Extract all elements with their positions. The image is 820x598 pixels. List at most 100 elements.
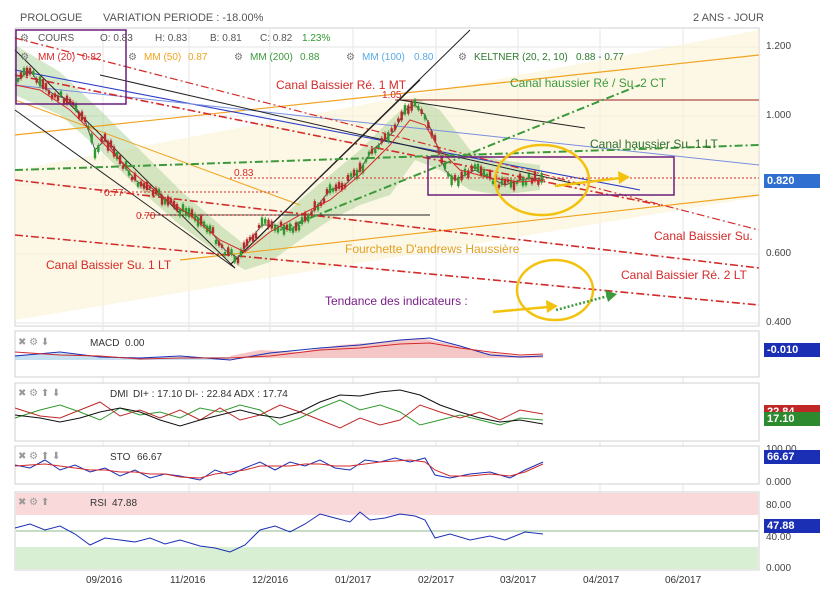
arrow-head-2 <box>546 300 558 313</box>
macd-close-icon[interactable]: ✖ ⚙ ⬇ <box>18 337 50 348</box>
candle-body <box>512 181 516 191</box>
candle-body <box>413 100 417 107</box>
candle-body <box>53 93 57 98</box>
candle-body <box>106 141 110 151</box>
legend-keltner: KELTNER (20, 2, 10) <box>474 52 568 63</box>
period-variation: VARIATION PERIODE : -18.00% <box>103 12 264 24</box>
candle-body <box>410 102 413 111</box>
candle-body <box>285 224 289 230</box>
rsi-controls-icon[interactable]: ✖ ⚙ ⬆ <box>18 497 50 508</box>
candle-body <box>390 128 393 132</box>
sto-tick-100: 100.00 <box>766 444 797 455</box>
mm200-settings-icon[interactable]: ⚙ <box>234 52 243 63</box>
candle-body <box>423 115 427 120</box>
candle-body <box>310 211 313 216</box>
candle-body <box>397 118 400 123</box>
legend-mm20: MM (20) <box>38 52 76 63</box>
candle-body <box>313 201 316 211</box>
candle-body <box>482 169 486 177</box>
candle-body <box>400 111 403 121</box>
candle-body <box>80 111 84 121</box>
candle-body <box>160 195 164 205</box>
candle-body <box>322 198 326 203</box>
candle-body <box>65 95 69 104</box>
y-tick-1: 1.200 <box>766 41 792 52</box>
mm20-settings-icon[interactable]: ⚙ <box>20 52 29 63</box>
candle-body <box>370 148 374 154</box>
candle-body <box>133 173 137 181</box>
candle-body <box>121 165 125 169</box>
candle-body <box>230 249 233 255</box>
candle-body <box>340 183 344 191</box>
candle-body <box>515 180 519 184</box>
candle-body <box>387 132 390 142</box>
arrow-head-3 <box>605 290 617 302</box>
orange-line-1 <box>14 54 760 136</box>
level-label-105: 1.05 <box>382 90 402 101</box>
rsi-label: RSI <box>90 498 107 509</box>
settings-icon[interactable]: ⚙ <box>20 33 29 44</box>
candle-body <box>223 252 227 256</box>
candle-body <box>93 149 97 159</box>
label-canal-baissier-1lt: Canal Baissier Su. 1 LT <box>46 258 172 272</box>
candle-body <box>509 179 513 188</box>
mm100-settings-icon[interactable]: ⚙ <box>346 52 355 63</box>
sto-tag: 66.67 <box>764 450 820 464</box>
legend-cours: COURS <box>38 33 75 44</box>
candle-body <box>157 188 161 196</box>
candle-body <box>145 181 149 191</box>
candle-body <box>291 227 295 233</box>
candle-body <box>56 95 60 101</box>
candle-body <box>334 184 338 191</box>
label-tendance: Tendance des indicateurs : <box>325 294 468 308</box>
candle-body <box>491 180 495 184</box>
legend-mm100-value: 0.80 <box>414 52 434 63</box>
legend-change: 1.23% <box>302 33 331 44</box>
rsi-value: 47.88 <box>112 498 138 509</box>
candle-body <box>211 227 215 234</box>
period-range[interactable]: 2 ANS - JOUR <box>693 12 764 24</box>
candle-body <box>440 156 443 164</box>
rsi-tick-0: 0.000 <box>766 563 792 574</box>
candle-body <box>349 173 353 177</box>
arrow-head-1 <box>618 171 630 184</box>
candle-body <box>62 98 66 104</box>
candle-body <box>479 166 483 177</box>
canal-haussier-lt <box>14 144 760 171</box>
candle-body <box>28 68 32 75</box>
candle-body <box>77 112 81 119</box>
y-tick-2: 1.000 <box>766 110 792 121</box>
candle-body <box>127 170 131 176</box>
candle-body <box>136 182 140 187</box>
candle-body <box>115 152 119 160</box>
candle-body <box>303 212 307 222</box>
candle-body <box>41 79 45 89</box>
x-tick-1: 11/2016 <box>170 575 206 586</box>
candle-body <box>364 158 368 163</box>
legend-keltner-value: 0.88 - 0.77 <box>576 52 624 63</box>
keltner-settings-icon[interactable]: ⚙ <box>458 52 467 63</box>
candle-body <box>463 168 467 176</box>
candle-body <box>109 140 113 148</box>
dmi-controls-icon[interactable]: ✖ ⚙ ⬆ ⬇ <box>18 388 61 399</box>
candle-body <box>242 242 246 249</box>
tendance-arrow-1 <box>554 176 621 188</box>
candle-body <box>239 249 243 257</box>
candle-body <box>453 174 457 181</box>
sto-controls-icon[interactable]: ✖ ⚙ ⬆ ⬇ <box>18 451 61 462</box>
macd-value: 0.00 <box>125 338 145 349</box>
candle-body <box>383 133 387 140</box>
candle-body <box>467 170 470 178</box>
candle-body <box>358 162 362 172</box>
trend-line-1 <box>14 49 236 269</box>
candle-body <box>83 117 87 123</box>
candle-body <box>251 234 255 242</box>
candle-body <box>380 137 383 144</box>
candle-body <box>270 221 273 229</box>
label-canal-baissier-1mt: Canal Baissier Ré. 1 MT <box>276 78 407 92</box>
legend-mm50-value: 0.87 <box>188 52 208 63</box>
candle-body <box>533 171 537 181</box>
mm50-settings-icon[interactable]: ⚙ <box>128 52 137 63</box>
legend-open: O: 0.83 <box>100 33 133 44</box>
